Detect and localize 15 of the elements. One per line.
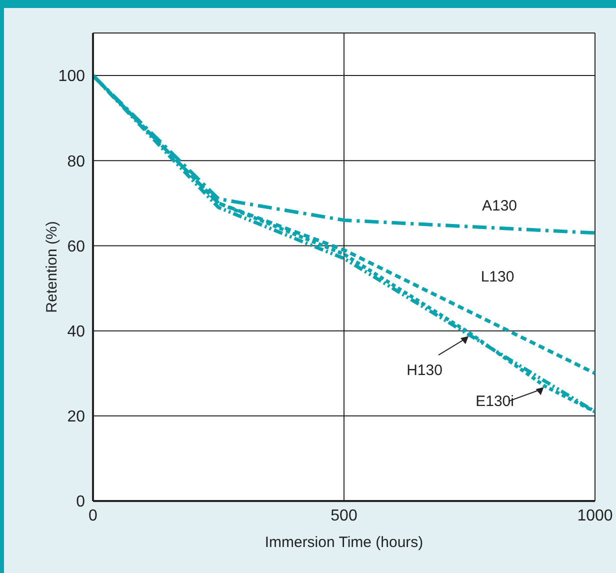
x-tick-label: 1000 bbox=[577, 507, 613, 524]
series-label: E130i bbox=[476, 393, 514, 410]
series-label: A130 bbox=[482, 198, 518, 215]
x-axis-title: Immersion Time (hours) bbox=[264, 534, 424, 551]
text: H130 bbox=[406, 362, 442, 380]
y-axis-title: Retention (%) bbox=[43, 221, 60, 313]
y-tick-label: 80 bbox=[67, 153, 86, 170]
y-tick-label: 20 bbox=[67, 408, 86, 426]
y-tick-label: 60 bbox=[67, 238, 86, 256]
y-tick-label: 40 bbox=[67, 324, 86, 340]
x-tick-label: 0 bbox=[88, 507, 98, 524]
y-tick-label: 100 bbox=[58, 68, 86, 86]
y-tick-label: 0 bbox=[76, 494, 86, 511]
series-label: L130 bbox=[480, 268, 514, 286]
x-tick-label: 500 bbox=[330, 507, 358, 524]
